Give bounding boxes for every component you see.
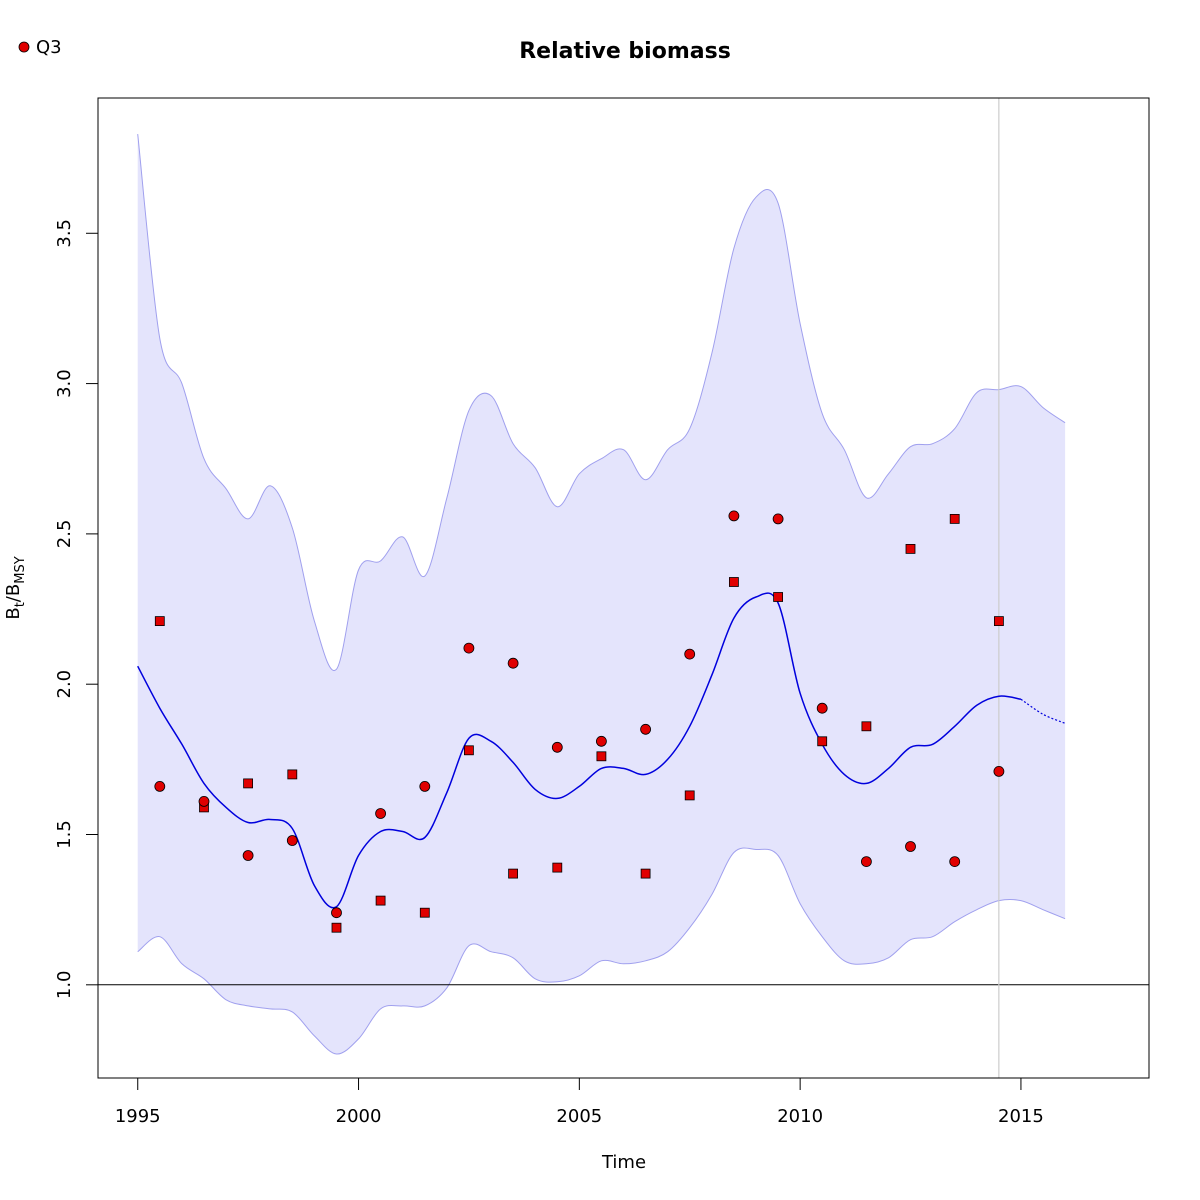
data-point-circle-q3	[331, 907, 342, 919]
y-tick-label: 1.5	[54, 820, 75, 849]
y-tick-label: 3.0	[54, 369, 75, 398]
data-point-circle-q3	[375, 808, 387, 819]
x-tick-label: 2005	[556, 1106, 602, 1127]
data-point-circle-q3	[993, 766, 1005, 777]
data-point-square	[817, 736, 828, 747]
projection-line	[1020, 698, 1066, 724]
data-point-circle-q3	[684, 648, 696, 660]
data-point-circle-q3	[728, 510, 740, 522]
data-point-circle-q3	[286, 835, 298, 846]
legend: Q3	[18, 37, 62, 58]
data-point-circle-q3	[551, 741, 563, 753]
x-axis: 1995 2000 2005 2010 2015	[115, 1077, 1044, 1127]
estimate-line	[137, 592, 1022, 909]
data-point-square	[375, 895, 386, 906]
data-point-circle-q3	[463, 642, 475, 654]
data-point-circle-q3	[861, 856, 872, 867]
data-point-square	[508, 868, 519, 879]
data-point-circle-q3	[596, 735, 607, 747]
data-point-circle-q3	[242, 850, 254, 861]
data-point-square	[729, 577, 739, 587]
data-point-square	[287, 769, 298, 780]
data-point-circle-q3	[949, 856, 961, 867]
data-point-circle-q3	[640, 723, 651, 735]
band-upper-edge	[137, 134, 1066, 672]
band-lower-edge	[137, 847, 1066, 1055]
data-point-square	[773, 592, 783, 602]
chart-title: Relative biomass	[519, 39, 731, 64]
y-tick-label: 2.5	[54, 520, 75, 549]
data-point-circle-q3	[198, 796, 210, 807]
y-axis-label: Bt/BMSY	[3, 556, 28, 619]
data-point-square	[463, 745, 474, 756]
data-point-square	[905, 544, 916, 554]
data-point-circle-q3	[816, 702, 828, 714]
data-point-circle-q3	[507, 657, 519, 669]
x-tick-label: 1995	[115, 1106, 161, 1127]
confidence-band	[137, 134, 1066, 1055]
y-axis: 1.0 1.5 2.0 2.5 3.0 3.5	[54, 219, 99, 999]
data-point-square	[994, 616, 1004, 626]
data-point-circle-q3	[905, 841, 916, 852]
data-point-square	[552, 862, 563, 873]
data-point-square	[949, 514, 960, 524]
y-tick-label: 3.5	[54, 219, 75, 248]
legend-label-q3: Q3	[36, 37, 62, 58]
data-point-circle-q3	[419, 781, 431, 792]
data-point-square	[596, 751, 607, 762]
data-point-square	[684, 790, 695, 801]
data-point-square	[154, 616, 165, 626]
data-point-square	[243, 778, 254, 789]
x-tick-label: 2015	[998, 1106, 1044, 1127]
x-tick-label: 2010	[777, 1106, 823, 1127]
x-axis-label: Time	[601, 1152, 646, 1173]
data-point-square	[640, 868, 651, 879]
data-point-square	[331, 922, 342, 933]
data-point-square	[861, 721, 872, 732]
y-tick-label: 2.0	[54, 670, 75, 699]
x-tick-label: 2000	[336, 1106, 382, 1127]
data-point-square	[419, 907, 430, 918]
legend-marker-q3	[18, 41, 30, 53]
y-tick-label: 1.0	[54, 970, 75, 999]
data-point-circle-q3	[154, 781, 166, 792]
plot-area	[98, 98, 1149, 1078]
data-point-circle-q3	[772, 513, 784, 525]
